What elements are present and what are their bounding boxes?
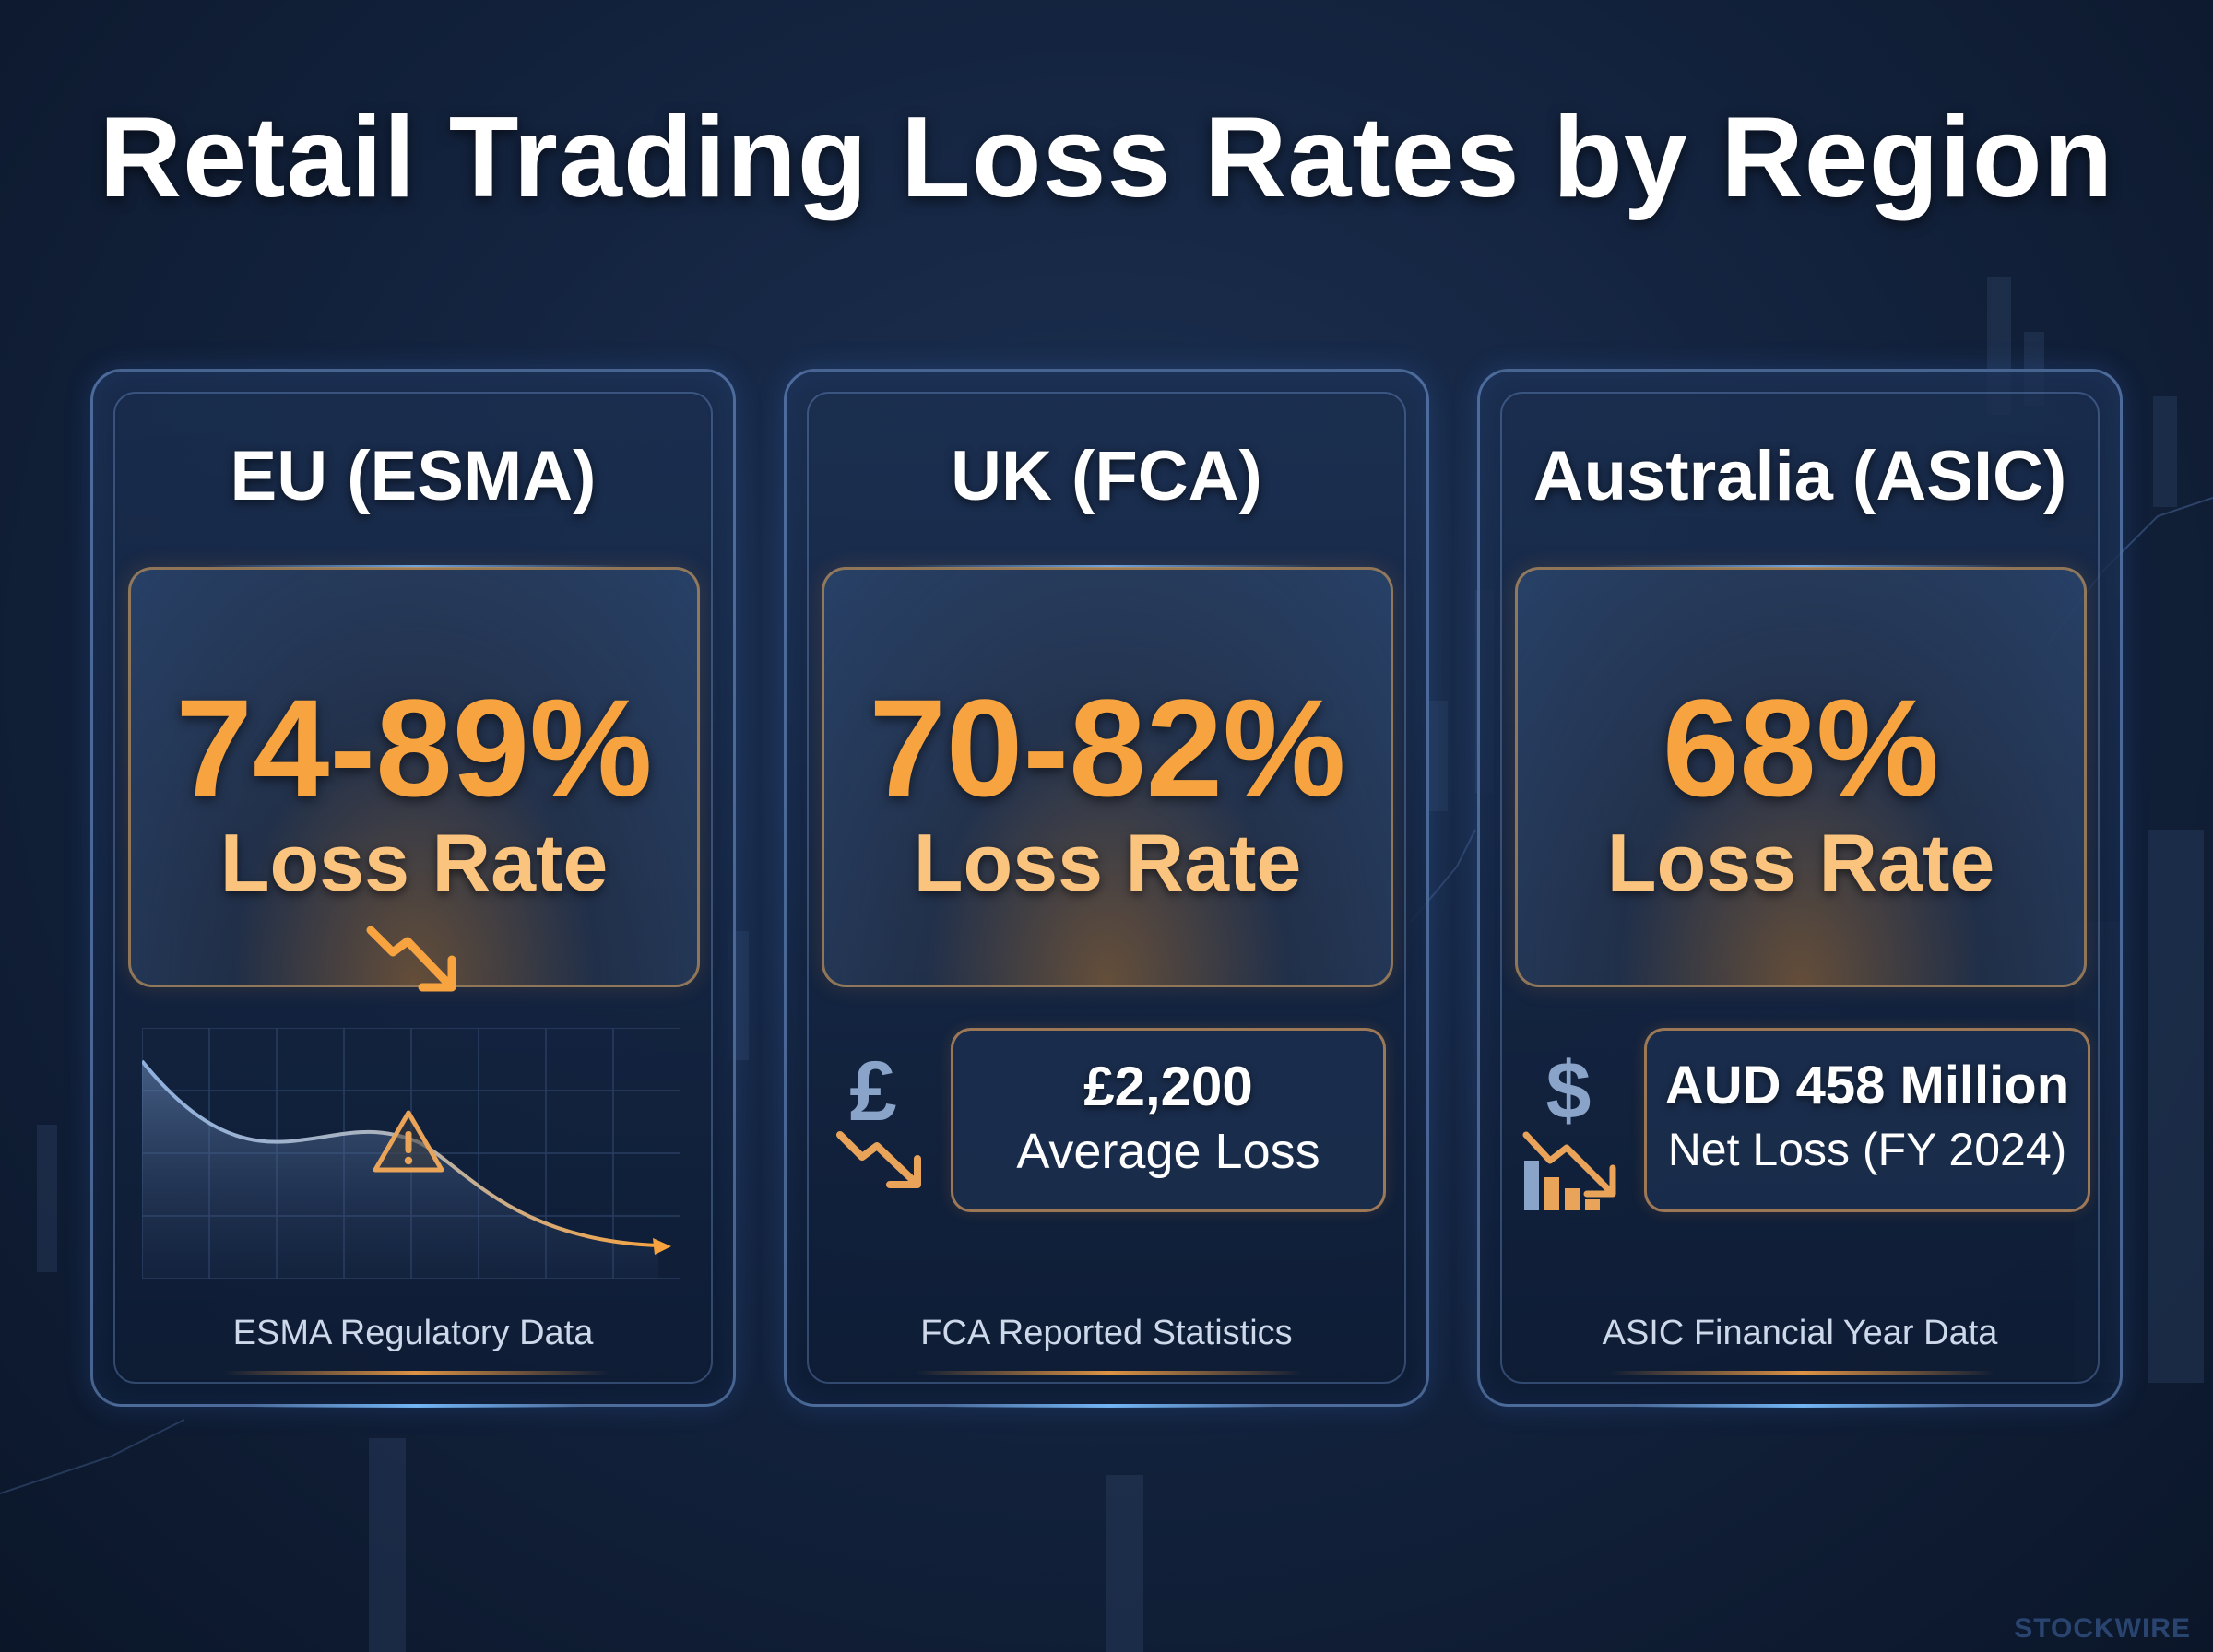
card-inner-frame	[113, 392, 713, 1384]
card-inner-frame	[1500, 392, 2100, 1384]
loss-rate-value: 68%	[1662, 670, 1940, 825]
title-glow-line	[897, 565, 1321, 568]
net-loss-panel: AUD 458 Million Net Loss (FY 2024)	[1644, 1028, 2090, 1212]
region-card-australia: Australia (ASIC) 68% Loss Rate $ AUD 458…	[1477, 369, 2123, 1408]
region-card-eu: EU (ESMA) 74-89% Loss Rate	[90, 369, 736, 1408]
source-underline	[916, 1371, 1303, 1375]
average-loss-label: Average Loss	[1016, 1124, 1320, 1179]
bottom-glow-line	[1637, 1404, 1969, 1408]
title-glow-line	[204, 565, 628, 568]
card-inner-frame	[807, 392, 1406, 1384]
net-loss-value: AUD 458 Million	[1664, 1056, 2070, 1115]
source-note: ASIC Financial Year Data	[1602, 1314, 1998, 1352]
average-loss-value: £2,200	[1083, 1056, 1253, 1117]
svg-text:$: $	[1546, 1044, 1592, 1136]
card-title: UK (FCA)	[951, 437, 1262, 515]
watermark-logo: STOCKWIRE	[2014, 1613, 2191, 1644]
title-glow-line	[1591, 565, 2015, 568]
warning-triangle-icon	[373, 1110, 444, 1173]
source-underline	[1609, 1371, 1996, 1375]
average-loss-panel: £2,200 Average Loss	[951, 1028, 1386, 1212]
dollar-declining-bars-icon: $	[1522, 1044, 1616, 1210]
card-title: EU (ESMA)	[230, 437, 597, 515]
trend-down-arrow-icon	[366, 926, 456, 992]
source-note: ESMA Regulatory Data	[232, 1314, 594, 1352]
loss-rate-label: Loss Rate	[913, 817, 1302, 908]
net-loss-label: Net Loss (FY 2024)	[1667, 1124, 2067, 1175]
loss-rate-panel: 70-82% Loss Rate	[822, 567, 1393, 987]
page-title: Retail Trading Loss Rates by Region	[99, 94, 2114, 221]
bottom-glow-line	[250, 1404, 582, 1408]
region-card-uk: UK (FCA) 70-82% Loss Rate £ £2,200 Avera…	[784, 369, 1429, 1408]
bottom-glow-line	[943, 1404, 1275, 1408]
loss-rate-label: Loss Rate	[1606, 817, 1995, 908]
pound-down-arrow-icon: £	[836, 1044, 921, 1188]
card-title: Australia (ASIC)	[1533, 437, 2067, 515]
loss-rate-value: 70-82%	[869, 670, 1346, 825]
source-note: FCA Reported Statistics	[920, 1314, 1293, 1352]
loss-rate-panel: 74-89% Loss Rate	[128, 567, 700, 987]
svg-text:£: £	[849, 1044, 896, 1139]
loss-rate-value: 74-89%	[175, 670, 653, 825]
loss-rate-label: Loss Rate	[219, 817, 609, 908]
source-underline	[222, 1371, 609, 1375]
loss-rate-panel: 68% Loss Rate	[1515, 567, 2087, 987]
